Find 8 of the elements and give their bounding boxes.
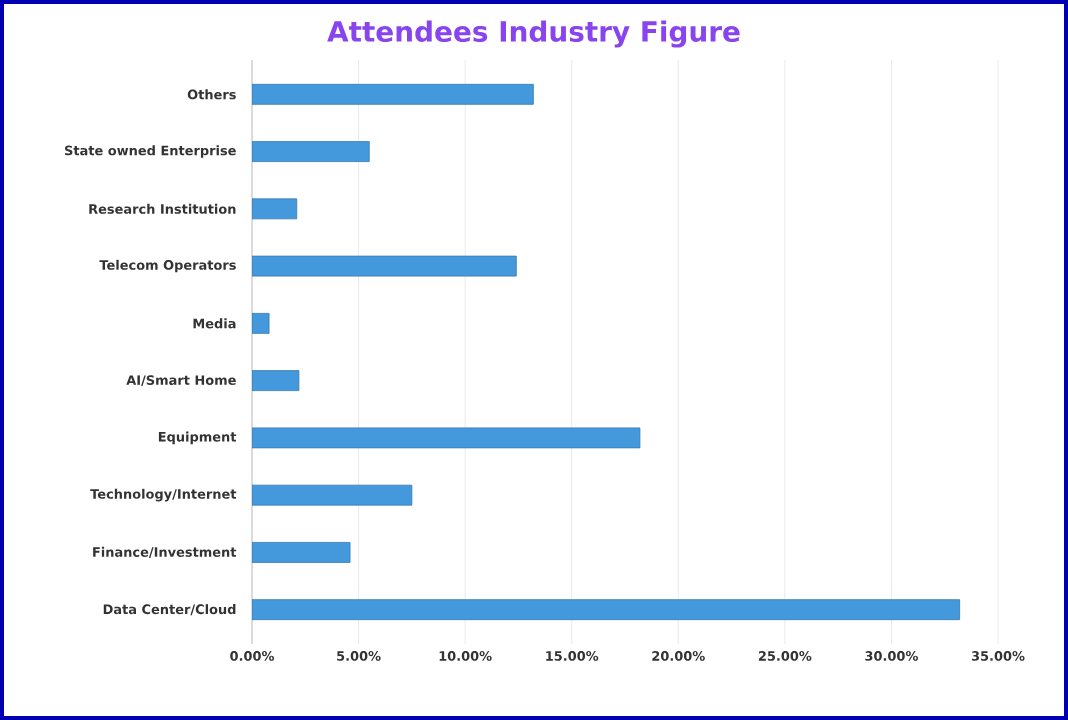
bar <box>252 599 961 621</box>
bar <box>252 427 641 449</box>
bar <box>252 83 534 105</box>
bar <box>252 255 517 277</box>
bar <box>252 541 351 563</box>
chart-title: Attendees Industry Figure <box>327 20 740 48</box>
bar <box>252 370 300 392</box>
bar <box>252 141 370 162</box>
